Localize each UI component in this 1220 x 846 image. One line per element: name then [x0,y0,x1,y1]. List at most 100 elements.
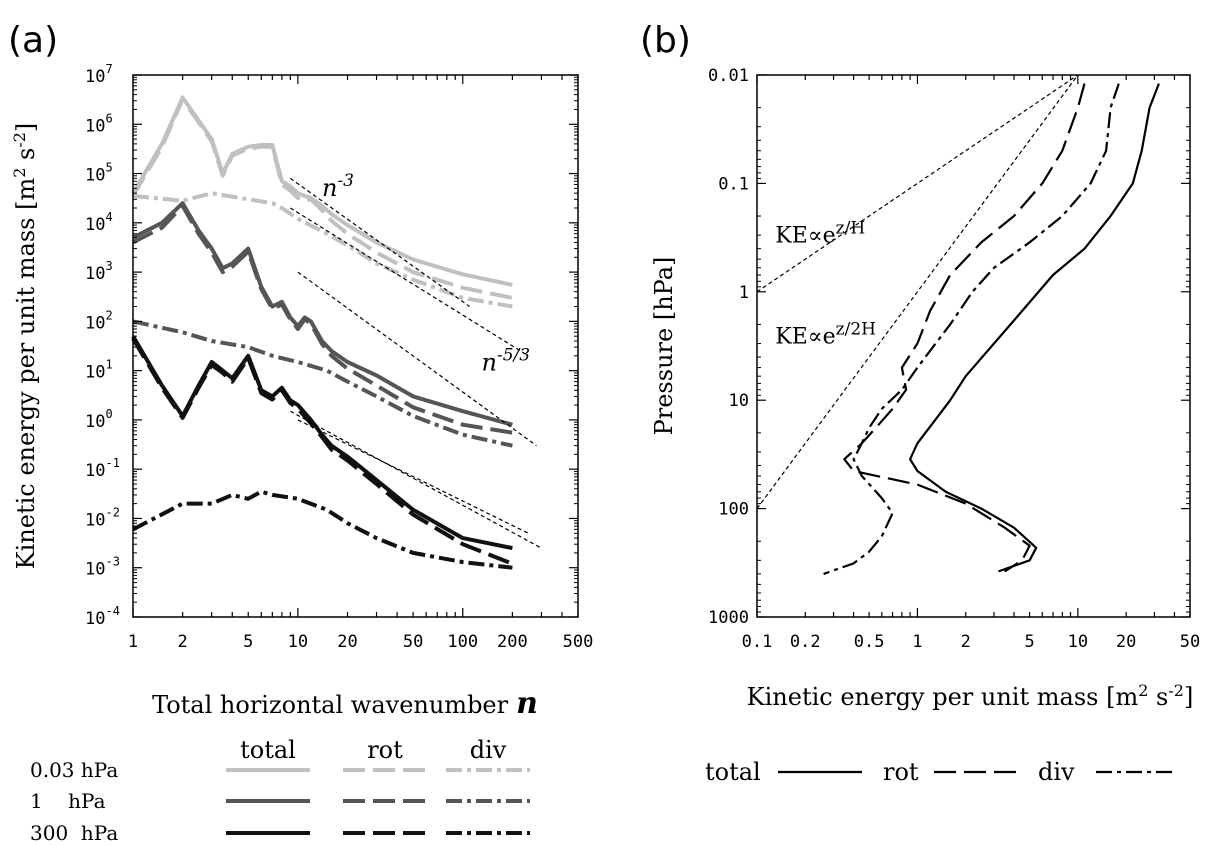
panel-b-ticks: 0.1 0.2 0.5 1 2 5 10 20 50 0.01 0.1 1 10 100 1000 [708,66,1200,652]
panel-b-annotation-0-sup: z/H [836,218,866,238]
panel-b-x-tick-label-0: 0.1 [742,632,773,652]
panel-b: (b) 0.1 0.2 0.5 1 2 5 10 20 500.010.11101001000 … [640,20,1200,786]
legend-a-level-2: 300 hPa [30,821,118,845]
panel-a-y-axis-title: Kinetic energy per unit mass [m2 s-2] [10,123,40,570]
legend-b-label-total: total [705,758,761,786]
panel-b-x-tick-label-5: 5 [1024,632,1034,652]
panel-a-reference-line-1 [297,271,537,447]
panel-a-x-tick-label-0: 1 [128,632,138,652]
panel-a-y-label-sup1: 2 [10,168,29,178]
panel-b-x-tick-label-8: 50 [1180,632,1200,652]
panel-a-y-tick-label-8: 104 [85,210,113,235]
panel-b-annotation-0: KE∝ez/H [775,218,865,248]
panel-b-y-tick-label-5: 1000 [708,608,749,628]
panel-a-y-tick-label-9: 105 [85,161,113,186]
panel-a-annotation-0-sup: -3 [337,171,354,191]
panel-a-x-axis-symbol: n [516,686,538,721]
panel-a-y-tick-label-9-sup: 5 [105,161,112,175]
panel-a-series [131,95,514,570]
legend-a-level-1: 1 hPa [30,789,106,813]
panel-b-reference-line-1 [756,74,1079,509]
panel-b-legend: total rot div [705,758,1176,786]
panel-a-ticks: 1 2 5 10 20 50 100 200 50010-410-310-210-1100101… [85,62,593,652]
panel-a-label: (a) [8,20,58,61]
panel-a-annotation-1-sup: -5/3 [497,346,530,366]
panel-a-x-tick-label-2: 5 [243,632,253,652]
legend-a-level-0: 0.03 hPa [30,758,118,782]
panel-a-reference-lines [289,177,542,549]
panel-a-y-tick-label-3-sup: -1 [105,456,119,470]
panel-a-y-tick-label-10: 106 [85,111,113,136]
panel-b-x-tick-label-2: 0.5 [854,632,885,652]
panel-a-y-tick-label-0-sup: -4 [105,604,119,618]
panel-a-y-tick-label-11-base: 10 [85,67,105,87]
panel-a-y-tick-label-7: 103 [85,259,113,284]
panel-a-series-line-5 [132,319,513,448]
panel-b-x-label-end: ] [1184,683,1193,711]
panel-a-x-tick-label-3: 10 [288,632,308,652]
legend-b-label-rot: rot [883,758,919,786]
panel-a-annotations: n-3n-5/3 [322,171,530,377]
panel-a-y-tick-label-5-base: 10 [85,363,105,383]
panel-a-y-tick-label-9-base: 10 [85,166,105,186]
panel-a-y-tick-label-1: 10-3 [85,555,120,580]
panel-a-series-line-3 [132,201,513,427]
panel-a-y-tick-label-7-base: 10 [85,264,105,284]
panel-a-y-tick-label-6-sup: 2 [105,308,112,322]
panel-a-y-tick-label-5: 101 [85,358,113,383]
panel-a-y-tick-label-5-sup: 1 [105,358,112,372]
panel-b-y-tick-label-1: 0.1 [718,174,749,194]
panel-b-x-tick-label-4: 2 [961,632,971,652]
panel-a-y-label-main: Kinetic energy per unit mass [m [12,178,40,570]
panel-b-series-line-total [909,83,1160,573]
legend-a-header-div: div [470,736,507,764]
panel-b-x-tick-label-3: 1 [912,632,922,652]
panel-b-y-axis-title: Pressure [hPa] [650,257,678,436]
panel-a-y-tick-label-6-base: 10 [85,313,105,333]
panel-b-annotation-1-sup: z/2H [836,320,876,340]
panel-a-reference-line-4 [297,419,529,534]
legend-a-header-rot: rot [367,736,403,764]
panel-a-series-line-2 [132,191,513,309]
panel-a-y-tick-label-1-base: 10 [85,560,105,580]
panel-a-y-label-mid: s [12,148,40,168]
panel-b-annotation-0-base: KE∝e [775,223,835,248]
panel-a: (a) 1 2 5 10 20 50 100 200 50010-410-310-210-110… [8,20,593,845]
panel-b-annotations: KE∝ez/HKE∝ez/2H [775,218,876,349]
panel-a-series-line-8 [132,489,513,570]
panel-a-reference-line-0 [289,177,470,308]
panel-a-annotation-1-base: n [482,349,497,377]
panel-a-annotation-1: n-5/3 [482,346,531,377]
panel-b-x-label-sup2: -2 [1168,681,1184,700]
panel-a-x-tick-label-8: 500 [563,632,594,652]
panel-b-x-label-mid: s [1148,683,1168,711]
panel-b-y-tick-label-0: 0.01 [708,66,749,86]
panel-b-reference-lines [756,74,1079,509]
panel-b-x-axis-title: Kinetic energy per unit mass [m2 s-2] [747,681,1194,711]
panel-a-x-tick-label-7: 200 [497,632,528,652]
panel-b-reference-line-0 [756,74,1079,293]
panel-a-annotation-0: n-3 [322,171,354,202]
panel-a-y-tick-label-2-base: 10 [85,510,105,530]
panel-a-frame [132,74,579,618]
panel-b-series [823,83,1160,575]
panel-b-x-tick-label-1: 0.2 [790,632,821,652]
panel-a-x-tick-label-1: 2 [178,632,188,652]
panel-a-y-tick-label-6: 102 [85,308,113,333]
panel-b-annotation-1: KE∝ez/2H [775,320,876,350]
panel-a-y-label-end: ] [12,123,40,132]
legend-a-header-total: total [240,736,296,764]
panel-a-series-line-0 [131,95,513,287]
panel-a-reference-line-3 [290,207,529,357]
panel-b-y-tick-label-2: 1 [739,283,749,303]
panel-a-y-tick-label-8-base: 10 [85,215,105,235]
panel-b-x-label-sup1: 2 [1138,681,1148,700]
panel-a-y-tick-label-2: 10-2 [85,505,120,530]
panel-a-y-tick-label-4: 100 [85,407,113,432]
panel-b-x-tick-label-6: 10 [1068,632,1088,652]
panel-a-series-line-7 [131,337,514,566]
panel-a-y-label-sup2: -2 [10,132,29,148]
panel-a-y-tick-label-0: 10-4 [85,604,120,629]
panel-a-x-axis-label: Total horizontal wavenumber [152,691,509,719]
